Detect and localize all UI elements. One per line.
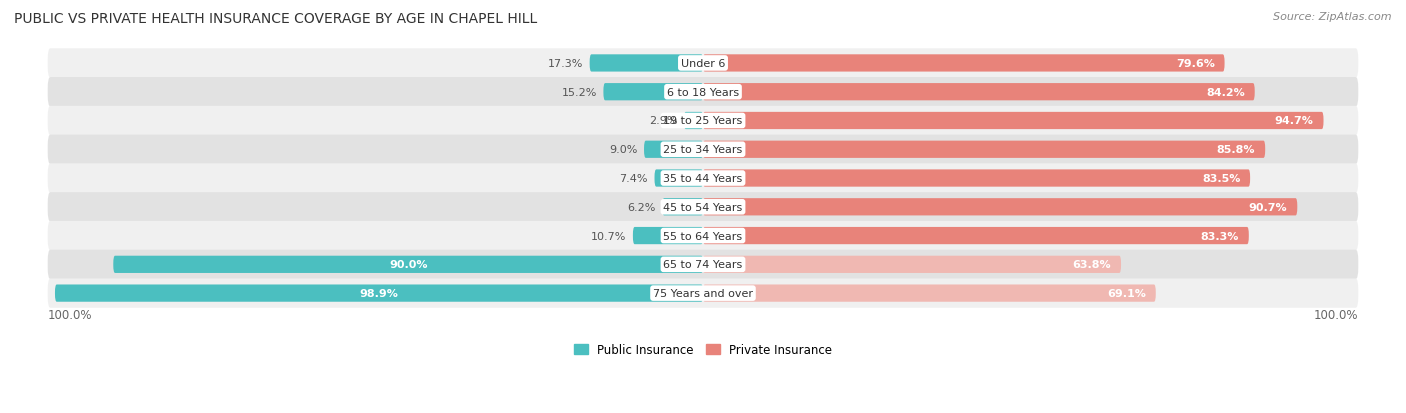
Text: 63.8%: 63.8%: [1073, 260, 1111, 270]
Text: 65 to 74 Years: 65 to 74 Years: [664, 260, 742, 270]
Text: Under 6: Under 6: [681, 59, 725, 69]
FancyBboxPatch shape: [48, 107, 1358, 136]
Text: 79.6%: 79.6%: [1175, 59, 1215, 69]
FancyBboxPatch shape: [603, 84, 703, 101]
FancyBboxPatch shape: [48, 135, 1358, 164]
FancyBboxPatch shape: [48, 192, 1358, 222]
Text: 9.0%: 9.0%: [609, 145, 637, 155]
FancyBboxPatch shape: [48, 49, 1358, 78]
Text: 85.8%: 85.8%: [1216, 145, 1256, 155]
Text: 6 to 18 Years: 6 to 18 Years: [666, 88, 740, 97]
Text: 6.2%: 6.2%: [627, 202, 655, 212]
Text: 98.9%: 98.9%: [360, 288, 398, 298]
Text: PUBLIC VS PRIVATE HEALTH INSURANCE COVERAGE BY AGE IN CHAPEL HILL: PUBLIC VS PRIVATE HEALTH INSURANCE COVER…: [14, 12, 537, 26]
Text: 75 Years and over: 75 Years and over: [652, 288, 754, 298]
Text: 55 to 64 Years: 55 to 64 Years: [664, 231, 742, 241]
Legend: Public Insurance, Private Insurance: Public Insurance, Private Insurance: [569, 338, 837, 361]
FancyBboxPatch shape: [48, 221, 1358, 251]
FancyBboxPatch shape: [633, 228, 703, 244]
FancyBboxPatch shape: [703, 170, 1250, 187]
Text: 100.0%: 100.0%: [48, 309, 93, 321]
Text: 19 to 25 Years: 19 to 25 Years: [664, 116, 742, 126]
FancyBboxPatch shape: [703, 199, 1298, 216]
Text: 25 to 34 Years: 25 to 34 Years: [664, 145, 742, 155]
Text: 2.9%: 2.9%: [650, 116, 678, 126]
FancyBboxPatch shape: [703, 141, 1265, 159]
FancyBboxPatch shape: [48, 78, 1358, 107]
Text: 69.1%: 69.1%: [1107, 288, 1146, 298]
Text: 94.7%: 94.7%: [1275, 116, 1313, 126]
FancyBboxPatch shape: [662, 199, 703, 216]
FancyBboxPatch shape: [48, 250, 1358, 279]
FancyBboxPatch shape: [683, 113, 703, 130]
FancyBboxPatch shape: [703, 84, 1254, 101]
FancyBboxPatch shape: [48, 279, 1358, 308]
Text: 83.3%: 83.3%: [1201, 231, 1239, 241]
Text: 90.0%: 90.0%: [389, 260, 427, 270]
FancyBboxPatch shape: [703, 113, 1323, 130]
FancyBboxPatch shape: [655, 170, 703, 187]
FancyBboxPatch shape: [703, 285, 1156, 302]
FancyBboxPatch shape: [644, 141, 703, 159]
Text: 7.4%: 7.4%: [620, 173, 648, 184]
Text: 83.5%: 83.5%: [1202, 173, 1240, 184]
FancyBboxPatch shape: [114, 256, 703, 273]
Text: 10.7%: 10.7%: [591, 231, 626, 241]
Text: 15.2%: 15.2%: [561, 88, 598, 97]
FancyBboxPatch shape: [703, 55, 1225, 72]
Text: 100.0%: 100.0%: [1313, 309, 1358, 321]
FancyBboxPatch shape: [589, 55, 703, 72]
Text: 35 to 44 Years: 35 to 44 Years: [664, 173, 742, 184]
Text: 84.2%: 84.2%: [1206, 88, 1244, 97]
Text: 90.7%: 90.7%: [1249, 202, 1288, 212]
Text: Source: ZipAtlas.com: Source: ZipAtlas.com: [1274, 12, 1392, 22]
FancyBboxPatch shape: [48, 164, 1358, 193]
Text: 17.3%: 17.3%: [548, 59, 583, 69]
Text: 45 to 54 Years: 45 to 54 Years: [664, 202, 742, 212]
FancyBboxPatch shape: [703, 256, 1121, 273]
FancyBboxPatch shape: [55, 285, 703, 302]
FancyBboxPatch shape: [703, 228, 1249, 244]
